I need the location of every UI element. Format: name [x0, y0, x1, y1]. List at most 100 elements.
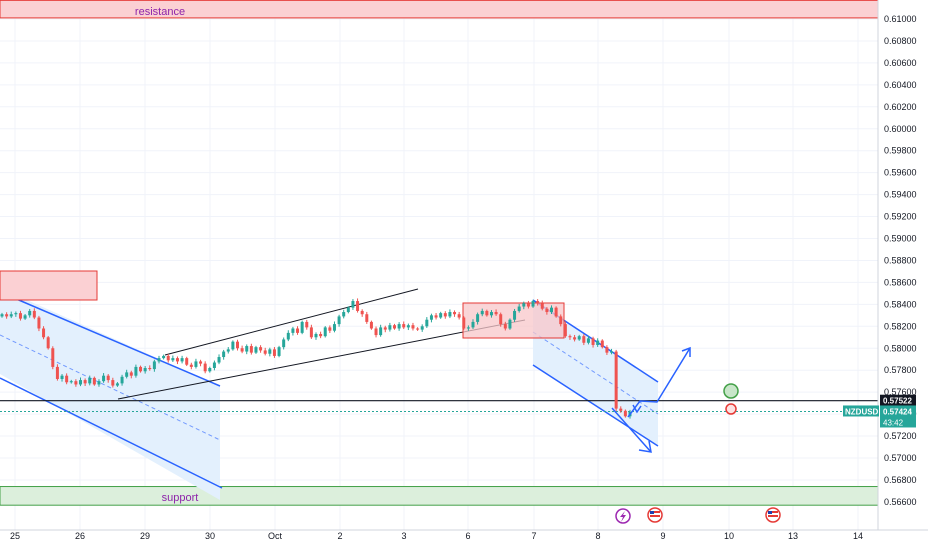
rising-wedge[interactable] [117, 288, 526, 400]
time-tick-label: Oct [268, 531, 283, 541]
candle-body [282, 339, 286, 348]
candle-body [88, 377, 92, 384]
arrowhead-down-icon [638, 440, 652, 453]
price-tick-label: 0.56600 [884, 497, 917, 507]
projection-arrows[interactable] [611, 346, 691, 453]
price-tick-label: 0.57800 [884, 365, 917, 375]
candle-body [74, 381, 78, 385]
candle-body [194, 361, 198, 367]
time-tick-label: 10 [724, 531, 734, 541]
candle-body [402, 324, 406, 328]
candle-body [83, 380, 87, 384]
candle-body [92, 377, 96, 385]
candle-body [254, 347, 258, 353]
candle-body [388, 325, 392, 330]
support-zone[interactable]: support [0, 486, 879, 506]
candle-body [23, 315, 27, 319]
candle-body [28, 310, 32, 316]
candle-body [120, 376, 124, 384]
candle-body [152, 361, 156, 370]
candle-body [531, 301, 535, 307]
candle-body [291, 328, 295, 333]
bar-countdown: 43:42 [883, 418, 904, 427]
candle-body [383, 327, 387, 330]
left-channel-lower-line[interactable] [0, 377, 223, 489]
right-channel-lower-line[interactable] [532, 364, 659, 447]
candle-body [453, 312, 457, 315]
candle-body [300, 321, 304, 333]
candle-body [540, 303, 544, 309]
time-axis[interactable]: 25 26 29 30 Oct 2 3 6 7 8 9 10 13 14 [10, 531, 863, 541]
candle-body [199, 361, 203, 364]
candle-body [32, 310, 36, 318]
candle-body [448, 312, 452, 317]
candle-body [480, 310, 484, 315]
price-tick-label: 0.60400 [884, 80, 917, 90]
candle-body [476, 314, 480, 322]
candle-body [245, 346, 249, 352]
candle-body [185, 358, 189, 365]
left-highlight-box[interactable] [0, 270, 98, 301]
price-tick-label: 0.60600 [884, 58, 917, 68]
candle-body [148, 368, 152, 370]
candle-body [175, 358, 179, 362]
candle-body [226, 349, 230, 352]
bullish-projection-arrow[interactable] [627, 347, 691, 418]
resistance-zone[interactable]: resistance [0, 0, 879, 19]
price-tick-label: 0.59600 [884, 168, 917, 178]
price-tick-label: 0.60800 [884, 36, 917, 46]
candle-body [619, 408, 623, 411]
price-tick-label: 0.57200 [884, 431, 917, 441]
candle-body [139, 366, 143, 372]
candle-body [319, 333, 323, 337]
candle-body [286, 332, 290, 340]
candle-body [406, 325, 410, 328]
candle-body [106, 375, 110, 381]
candle-body [360, 310, 364, 315]
us-flag-event-icon-2[interactable] [765, 507, 781, 523]
candle-body [18, 313, 22, 319]
price-tick-label: 0.59200 [884, 212, 917, 222]
candle-body [217, 357, 221, 363]
price-axis[interactable]: 0.61000 0.60800 0.60600 0.60400 0.60200 0.600… [878, 0, 928, 530]
candle-body [309, 327, 313, 338]
price-tick-label: 0.61000 [884, 14, 917, 24]
candle-body [623, 410, 627, 417]
time-tick-label: 9 [660, 531, 665, 541]
current-price-badges: NZDUSD 0.57424 43:42 [843, 405, 916, 428]
wedge-lower-line[interactable] [117, 319, 526, 400]
us-flag-event-icon[interactable] [647, 507, 663, 523]
candle-body [332, 324, 336, 331]
left-channel-midline [0, 334, 221, 441]
candle-body [577, 336, 581, 340]
price-tick-label: 0.60000 [884, 124, 917, 134]
candle-body [0, 314, 4, 317]
wedge-upper-line[interactable] [164, 288, 419, 356]
price-tick-label: 0.58600 [884, 277, 917, 287]
left-channel-upper-line[interactable] [0, 291, 221, 387]
candle-body [582, 336, 586, 343]
bearish-projection-arrow[interactable] [611, 407, 652, 453]
price-tick-label: 0.57000 [884, 453, 917, 463]
candle-body [443, 313, 447, 317]
candle-body [263, 350, 267, 354]
candle-body [374, 328, 378, 336]
candle-body [466, 327, 470, 329]
buy-signal-circle[interactable] [723, 383, 739, 399]
candle-body [42, 328, 46, 338]
candle-body [434, 315, 438, 318]
symbol-label: NZDUSD [845, 407, 879, 416]
price-tick-label: 0.59400 [884, 190, 917, 200]
candle-body [614, 351, 618, 409]
sell-signal-circle[interactable] [725, 403, 737, 415]
candle-body [189, 364, 193, 367]
candle-body [37, 317, 41, 329]
candle-body [129, 372, 133, 376]
candle-body [369, 321, 373, 329]
candle-body [323, 327, 327, 337]
time-tick-label: 6 [465, 531, 470, 541]
candle-body [503, 324, 507, 329]
left-descending-channel[interactable] [0, 288, 223, 500]
lightning-event-icon[interactable] [615, 508, 631, 524]
